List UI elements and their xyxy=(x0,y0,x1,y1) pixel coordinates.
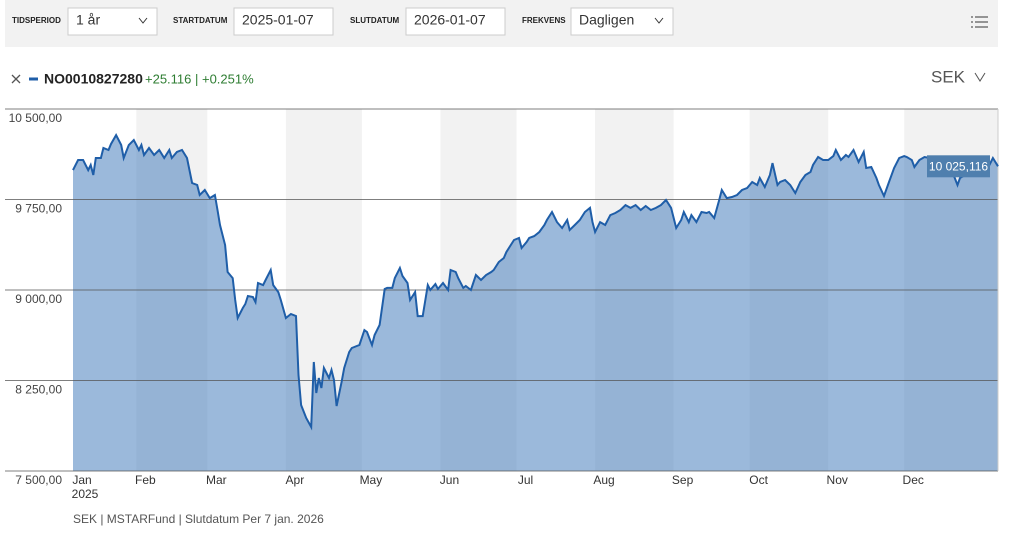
y-tick-label: 8 250,00 xyxy=(15,383,62,397)
freq-label: FREKVENS xyxy=(522,16,566,25)
freq-value[interactable]: Dagligen xyxy=(579,12,634,28)
plot: Jan Feb Mar Apr May Jun Jul Aug Sep Oct Nov Dec 2025… xyxy=(5,108,999,501)
start-label: STARTDATUM xyxy=(173,16,228,25)
area xyxy=(73,135,998,471)
x-tick-label: Dec xyxy=(903,473,924,487)
x-tick-label: Jul xyxy=(518,473,533,487)
x-tick-label: Oct xyxy=(749,473,768,487)
y-tick-label: 9 000,00 xyxy=(15,292,62,306)
y-tick-label: 7 500,00 xyxy=(15,473,62,487)
legend-change: +25.116 | +0.251% xyxy=(145,71,254,86)
x-tick-label: Nov xyxy=(827,473,848,487)
remove-icon[interactable] xyxy=(11,74,21,84)
x-tick-label: Sep xyxy=(672,473,694,487)
legend-name: NO0010827280 xyxy=(44,71,143,87)
freq-dropdown[interactable]: Dagligen xyxy=(570,7,674,36)
x-year-label: 2025 xyxy=(72,487,99,501)
menu-icon[interactable] xyxy=(971,16,988,28)
x-tick-label: Jan xyxy=(72,473,91,487)
x-tick-label: May xyxy=(360,473,383,487)
y-tick-label: 9 750,00 xyxy=(15,202,62,216)
y-tick-label: 10 500,00 xyxy=(9,111,63,125)
x-tick-label: Apr xyxy=(286,473,305,487)
start-value[interactable]: 2025-01-07 xyxy=(242,12,314,28)
chevron[interactable] xyxy=(654,17,664,24)
x-tick-label: Feb xyxy=(135,473,156,487)
dropdown-box[interactable] xyxy=(570,7,674,36)
end-label: SLUTDATUM xyxy=(350,16,400,25)
period-label: TIDSPERIOD xyxy=(12,16,61,25)
period-dropdown[interactable]: 1 år xyxy=(67,7,158,36)
currency[interactable]: SEK xyxy=(931,67,966,86)
x-tick-label: Mar xyxy=(206,473,227,487)
end-label-box xyxy=(927,155,990,178)
line xyxy=(72,133,999,431)
period-value[interactable]: 1 år xyxy=(76,12,100,28)
end-input[interactable] xyxy=(405,7,506,36)
end-label: 10 025,116 xyxy=(929,159,988,173)
x-tick-label: Jun xyxy=(440,473,459,487)
chevron[interactable] xyxy=(138,17,148,24)
end-value[interactable]: 2026-01-07 xyxy=(414,12,486,28)
footer: SEK | MSTARFund | Slutdatum Per 7 jan. 2… xyxy=(73,512,324,526)
start-input[interactable] xyxy=(233,7,334,36)
chevron[interactable] xyxy=(974,72,986,82)
x-tick-label: Aug xyxy=(593,473,614,487)
